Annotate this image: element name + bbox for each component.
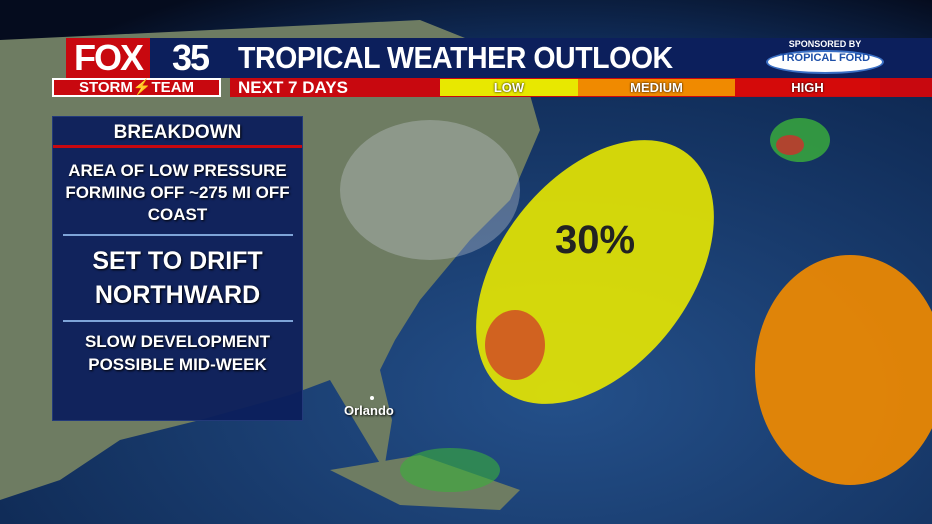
clouds-northeast bbox=[340, 120, 520, 260]
legend-low: LOW bbox=[440, 79, 578, 96]
breakdown-line-1: AREA OF LOW PRESSURE FORMING OFF ~275 MI… bbox=[65, 161, 290, 224]
breakdown-line-3: SLOW DEVELOPMENT POSSIBLE MID-WEEK bbox=[84, 332, 271, 374]
divider bbox=[62, 320, 293, 322]
breakdown-line-2: SET TO DRIFT NORTHWARD bbox=[92, 247, 263, 309]
storm-cells-caribbean bbox=[400, 448, 500, 492]
subtitle: NEXT 7 DAYS bbox=[238, 78, 348, 97]
sponsor-logo: TROPICAL FORD bbox=[766, 50, 884, 74]
divider bbox=[62, 234, 293, 236]
legend-high: HIGH bbox=[735, 79, 880, 96]
risk-area-medium bbox=[755, 255, 932, 485]
page-title: TROPICAL WEATHER OUTLOOK bbox=[238, 40, 673, 75]
city-label: Orlando bbox=[344, 403, 394, 418]
breakdown-panel: BREAKDOWN AREA OF LOW PRESSURE FORMING O… bbox=[52, 116, 303, 421]
breakdown-title: BREAKDOWN bbox=[53, 117, 302, 148]
logo-storm-team: STORM⚡TEAM bbox=[52, 78, 221, 97]
sponsor-label: SPONSORED BY bbox=[788, 39, 862, 49]
storm-cells-core bbox=[776, 135, 804, 155]
orlando-marker bbox=[370, 396, 374, 400]
storm-cells bbox=[485, 310, 545, 380]
logo-fox: FOX bbox=[66, 38, 150, 78]
legend-medium: MEDIUM bbox=[578, 79, 735, 96]
logo-number: 35 bbox=[150, 38, 230, 78]
chance-label: 30% bbox=[555, 218, 636, 262]
